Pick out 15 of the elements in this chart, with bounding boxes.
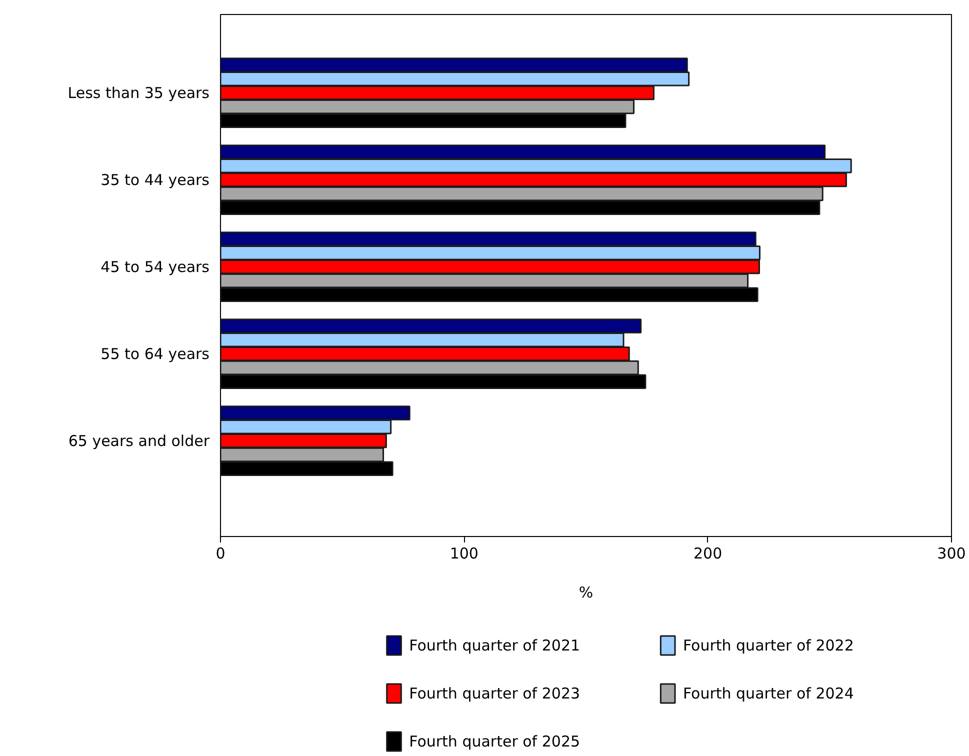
legend-label: Fourth quarter of 2024 [682,684,854,702]
x-tick-label: 300 [937,544,966,562]
legend-label: Fourth quarter of 2021 [409,636,580,654]
y-tick-label: 35 to 44 years [100,170,210,189]
y-tick-label: 55 to 64 years [100,344,210,363]
legend-label: Fourth quarter of 2022 [682,636,854,654]
legend-label: Fourth quarter of 2023 [409,684,580,702]
x-tick-label: 0 [216,544,226,562]
x-tick-label: 100 [450,544,478,562]
y-tick-label: 45 to 54 years [100,258,210,276]
y-tick-label: Less than 35 years [68,84,210,102]
y-tick-label: 65 years and older [68,432,210,450]
x-tick-label: 200 [694,544,722,562]
legend-label: Fourth quarter of 2025 [409,732,580,750]
x-axis-title: % [578,584,594,602]
